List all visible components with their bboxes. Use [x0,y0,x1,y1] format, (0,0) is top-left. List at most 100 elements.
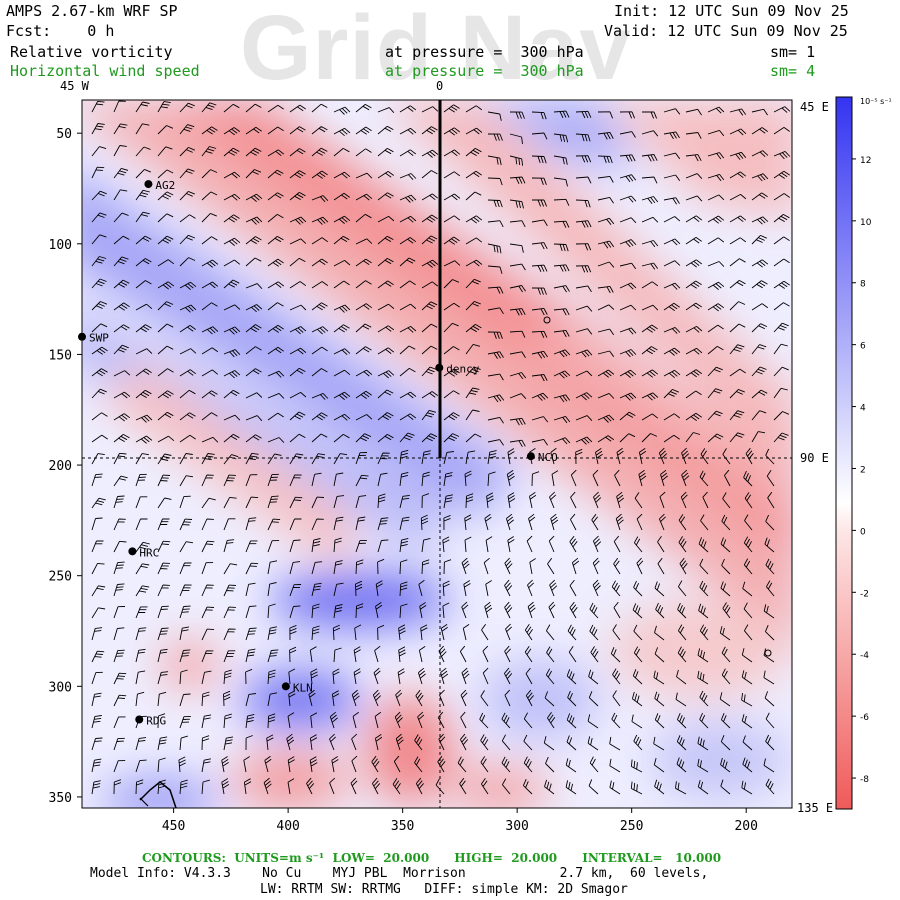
wind-barb [267,473,279,487]
wind-barb [267,692,278,707]
wind-barb [632,669,643,685]
wind-barb [91,388,107,399]
wind-barb [421,235,438,245]
wind-barb [741,693,753,707]
wind-barb [546,624,555,641]
wind-barb [201,540,215,553]
forecast-hour: Fcst: 0 h [6,22,115,40]
wind-barb [597,369,615,378]
wind-barb [707,366,723,377]
wind-barb [553,308,570,316]
wind-barb [616,491,625,509]
wind-barb [333,434,350,443]
wind-barb [289,238,307,245]
wind-barb [245,392,263,399]
wind-barb [613,557,621,575]
wind-barb [135,414,153,423]
wind-barb [597,392,615,399]
wind-barb [333,413,351,421]
x-tick-label: 400 [276,819,299,834]
wind-barb [569,579,577,597]
wind-barb [550,513,559,531]
wind-barb [641,130,659,137]
wind-barb [442,602,450,619]
wind-barb [113,302,130,311]
wind-barb [575,220,592,228]
wind-barb [465,127,483,135]
wind-barb [355,238,373,245]
wind-barb [509,220,526,228]
wind-barb [597,131,614,140]
wind-barb [729,237,747,245]
wind-barb [351,733,358,751]
wind-barb [91,627,103,641]
wind-barb [487,133,503,141]
wind-barb [751,192,768,201]
wind-barb [641,346,658,355]
wind-barb [707,129,725,137]
wind-barb [487,471,496,487]
wind-barb [654,625,665,641]
wind-barb [678,536,687,553]
wind-barb [289,646,297,663]
wind-barb [630,759,643,773]
wind-barb [443,451,454,465]
wind-barb [399,603,408,619]
wind-barb [619,111,636,119]
wind-barb [179,626,190,641]
wind-barb [374,645,381,663]
wind-barb [331,690,340,707]
wind-barb [675,781,687,795]
wind-barb [742,735,753,751]
wind-barb [245,434,262,443]
wind-barb [531,264,548,272]
wind-barb [619,392,637,401]
wind-barb [355,539,367,553]
wind-barb [729,280,746,289]
wind-barb [697,670,709,685]
wind-barb [223,389,240,399]
wind-barb [678,624,687,641]
wind-barb [699,690,709,707]
station-label: KLN [293,681,313,694]
wind-barb [660,469,668,487]
wind-barb [311,392,329,400]
x-tick-label: 450 [162,819,185,834]
wind-barb [245,452,259,465]
wind-barb [677,646,687,663]
wind-barb [245,193,263,202]
wind-barb [355,346,372,355]
wind-barb [509,393,527,400]
wind-barb [135,496,148,509]
wind-barb [575,285,592,293]
wind-barb [685,390,702,399]
wind-barb [333,560,343,575]
wind-barb [531,471,540,487]
wind-barb [157,497,172,509]
wind-barb [352,711,359,729]
wind-barb [440,624,448,641]
wind-barb [463,580,471,597]
wind-barb [179,605,191,619]
wind-barb [741,670,753,685]
wind-barb [636,513,643,531]
wind-barb [350,777,358,795]
wind-barb [421,559,430,575]
wind-barb [592,579,601,597]
wind-barb [751,108,768,116]
wind-barb [311,412,328,421]
wind-barb [333,537,342,553]
wind-barb [399,280,416,289]
wind-barb [399,494,410,509]
wind-barb [135,435,153,444]
wind-barb [91,278,107,289]
y-tick-label: 300 [49,680,72,695]
wind-barb [267,518,281,531]
wind-barb [421,471,430,487]
wind-barb [504,557,513,575]
wind-barb [91,737,103,751]
wind-barb [377,434,394,443]
wind-barb [355,323,372,333]
wind-barb [697,648,709,663]
wind-barb [527,601,536,619]
